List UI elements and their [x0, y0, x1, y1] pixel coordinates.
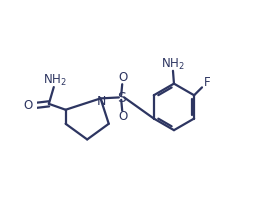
Text: S: S — [117, 91, 126, 105]
Text: F: F — [204, 76, 210, 89]
Text: NH$_2$: NH$_2$ — [161, 57, 185, 72]
Text: NH$_2$: NH$_2$ — [43, 73, 67, 88]
Text: O: O — [118, 110, 127, 123]
Text: N: N — [97, 95, 106, 108]
Text: O: O — [23, 99, 32, 112]
Text: O: O — [118, 71, 127, 84]
